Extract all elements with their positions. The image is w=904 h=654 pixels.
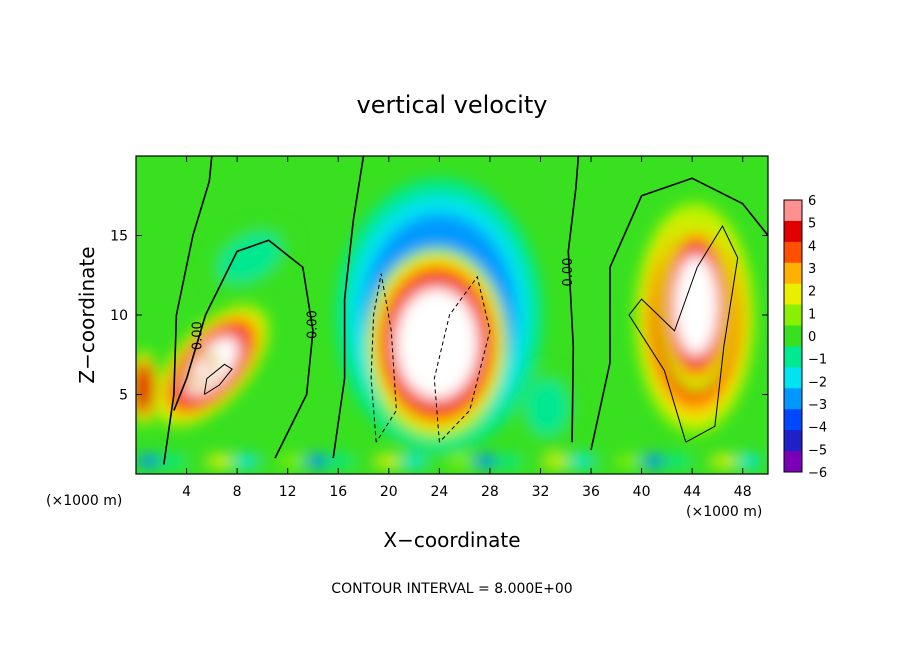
colorbar-swatch-2 <box>784 242 802 263</box>
y-axis-label: Z−coordinate <box>75 246 99 383</box>
field-downdraft-1-ring-1 <box>525 379 568 435</box>
field-surface-cell-0 <box>137 454 161 468</box>
colorbar-swatch-7 <box>784 346 802 367</box>
field-surface-cell-19 <box>593 454 617 468</box>
field-surface-cell-17 <box>545 454 569 468</box>
x-tick-label-6: 28 <box>481 484 499 500</box>
field-surface-cell-25 <box>737 454 761 468</box>
colorbar-label-12: −6 <box>808 466 827 481</box>
colorbar-swatch-4 <box>784 284 802 305</box>
field-surface-cell-10 <box>377 454 401 468</box>
field-surface-cell-11 <box>401 454 425 468</box>
contour-interval-note: CONTOUR INTERVAL = 8.000E+00 <box>331 581 572 597</box>
field-surface-cell-15 <box>497 454 521 468</box>
x-unit-right: (×1000 m) <box>686 504 762 520</box>
field-surface-cell-7 <box>305 454 329 468</box>
field-surface-cell-21 <box>641 454 665 468</box>
colorbar-label-2: 4 <box>808 239 816 254</box>
colorbar-swatch-5 <box>784 305 802 326</box>
colorbar-label-4: 2 <box>808 285 816 300</box>
colorbar-swatch-6 <box>784 326 802 347</box>
colorbar-swatch-9 <box>784 388 802 409</box>
x-tick-label-5: 24 <box>430 484 448 500</box>
colorbar-swatch-0 <box>784 200 802 221</box>
field-surface-cell-8 <box>329 454 353 468</box>
colorbar-swatch-10 <box>784 409 802 430</box>
field-surface-cell-5 <box>257 454 281 468</box>
colorbar-label-7: −1 <box>808 353 827 368</box>
contour-label-2: 0.00 <box>561 258 576 287</box>
colorbar-label-10: −4 <box>808 421 827 436</box>
x-tick-label-7: 32 <box>532 484 550 500</box>
x-tick-label-9: 40 <box>633 484 651 500</box>
field-updraft-8-ring-1 <box>407 303 467 384</box>
y-tick-label-1: 10 <box>110 308 128 324</box>
x-tick-label-11: 48 <box>734 484 752 500</box>
chart-title: vertical velocity <box>357 91 548 119</box>
x-tick-label-1: 8 <box>233 484 242 500</box>
colorbar-swatch-8 <box>784 367 802 388</box>
colorbar-swatches <box>784 200 802 473</box>
field-surface-cell-13 <box>449 454 473 468</box>
colorbar-swatch-3 <box>784 263 802 284</box>
field-surface-cell-16 <box>521 454 545 468</box>
colorbar-label-3: 3 <box>808 262 816 277</box>
colorbar-swatch-1 <box>784 221 802 242</box>
x-tick-label-3: 16 <box>329 484 347 500</box>
field-surface-cell-6 <box>281 454 305 468</box>
x-tick-label-0: 4 <box>182 484 191 500</box>
x-axis-label: X−coordinate <box>383 528 520 552</box>
colorbar-labels: 6 5 4 3 2 1 0 −1 −2 −3 −4 −5 −6 <box>808 194 827 481</box>
colorbar-swatch-11 <box>784 430 802 451</box>
field-surface-cell-20 <box>617 454 641 468</box>
x-unit-left: (×1000 m) <box>46 493 122 509</box>
y-tick-label-0: 5 <box>119 388 128 404</box>
field-updraft-7-ring-1 <box>680 269 712 342</box>
x-tick-label-4: 20 <box>380 484 398 500</box>
field-surface-cell-24 <box>713 454 737 468</box>
field-surface-cell-9 <box>353 454 377 468</box>
field-surface-cell-2 <box>185 454 209 468</box>
y-tick-label-2: 15 <box>110 229 128 245</box>
contour-label-1: 0.00 <box>306 310 321 339</box>
colorbar-label-8: −2 <box>808 375 827 390</box>
colorbar-label-6: 0 <box>808 330 816 345</box>
field-surface-cell-3 <box>209 454 233 468</box>
field-updraft-3-ring-1 <box>137 371 151 406</box>
colorbar-label-9: −3 <box>808 398 827 413</box>
x-tick-label-10: 44 <box>683 484 701 500</box>
field-surface-cell-4 <box>233 454 257 468</box>
contour-label-0: 0.00 <box>191 321 206 350</box>
field-surface-cell-14 <box>473 454 497 468</box>
vertical-velocity-chart: vertical velocity 0.00 0.000.00 4 8 12 16 20 2… <box>0 0 904 654</box>
colorbar: 6 5 4 3 2 1 0 −1 −2 −3 −4 −5 −6 <box>784 194 827 481</box>
field-surface-cell-23 <box>689 454 713 468</box>
plot-area: 0.00 0.000.00 4 8 12 16 20 24 28 32 36 40 44 48 5101… <box>110 156 768 500</box>
field-surface-cell-18 <box>569 454 593 468</box>
colorbar-label-11: −5 <box>808 443 827 458</box>
colorbar-label-5: 1 <box>808 307 816 322</box>
colorbar-label-0: 6 <box>808 194 816 209</box>
field-surface-cell-22 <box>665 454 689 468</box>
colorbar-label-1: 5 <box>808 217 816 232</box>
field-surface-cell-12 <box>425 454 449 468</box>
x-tick-label-2: 12 <box>279 484 297 500</box>
colorbar-swatch-12 <box>784 451 802 472</box>
x-tick-label-8: 36 <box>582 484 600 500</box>
